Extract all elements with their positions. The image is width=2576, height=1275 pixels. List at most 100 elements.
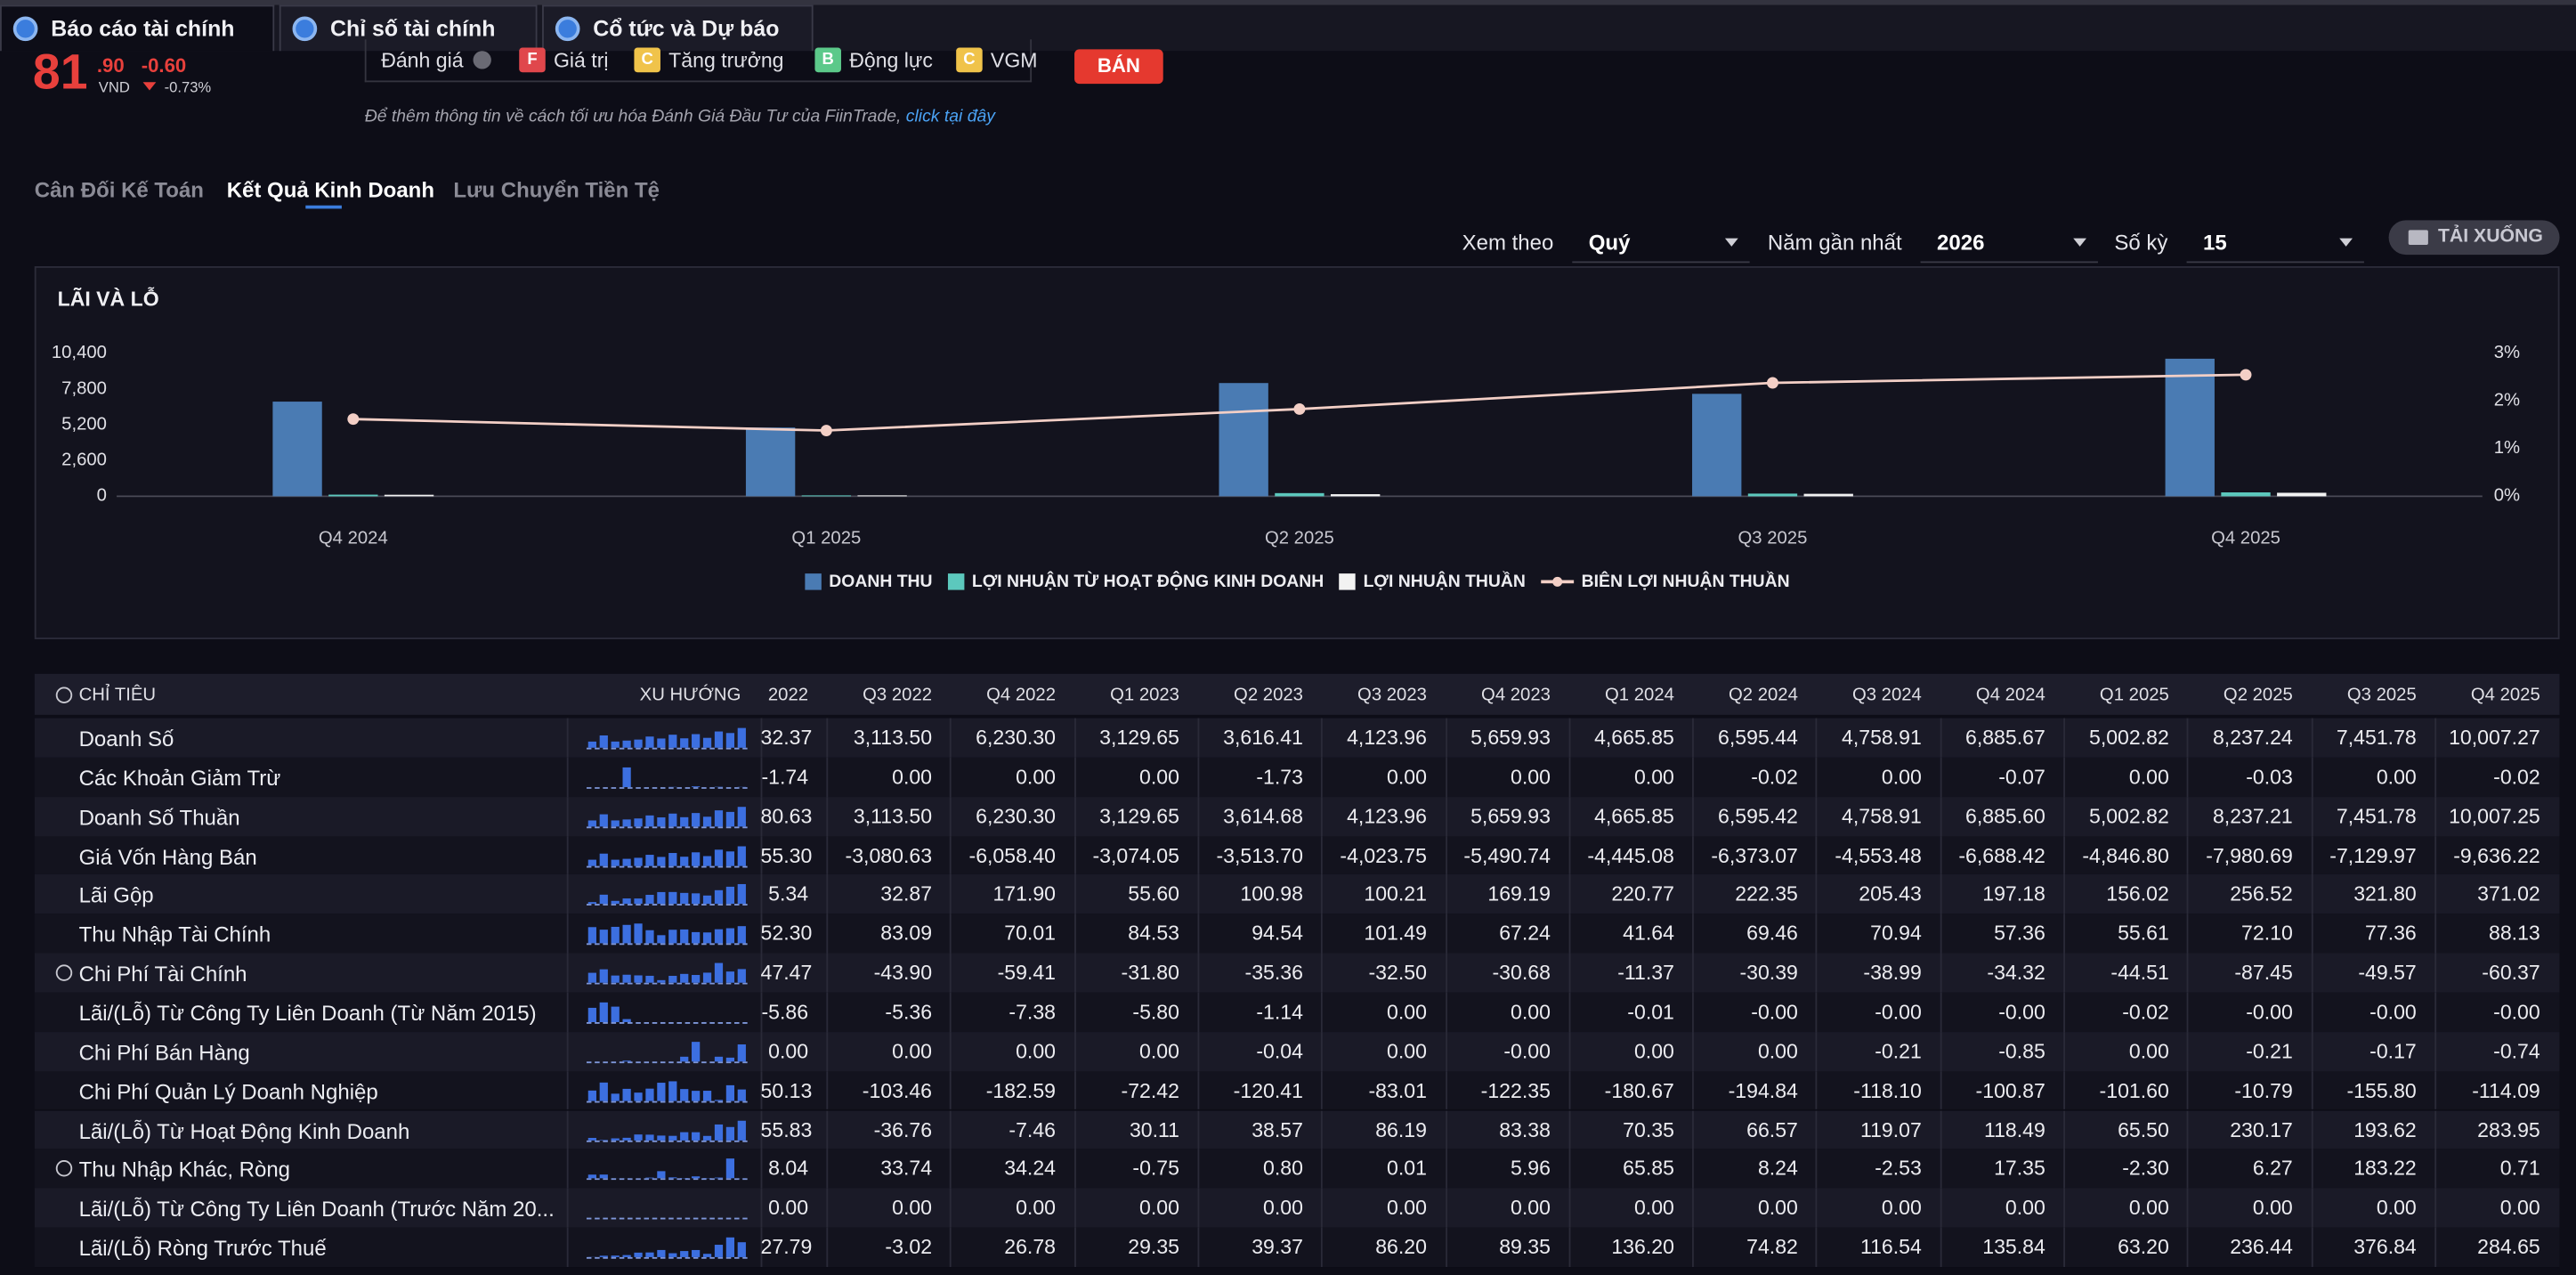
y2-tick-label: 1% bbox=[2494, 438, 2520, 458]
sparkline-bar bbox=[612, 1255, 620, 1257]
sparkline-bar bbox=[623, 858, 631, 865]
sparkline-bar bbox=[600, 1003, 608, 1022]
table-cell: 0.00 bbox=[1321, 1001, 1445, 1024]
table-cell: 118.49 bbox=[1940, 1118, 2063, 1141]
sparkline-bar bbox=[612, 859, 620, 865]
table-cell: -5.86 bbox=[761, 1001, 827, 1024]
table-cell: -7.38 bbox=[950, 1001, 1073, 1024]
table-cell: -38.99 bbox=[1816, 962, 1940, 985]
legend-item[interactable]: LỢI NHUẬN THUẦN bbox=[1339, 569, 1526, 596]
sparkline-bar bbox=[692, 932, 700, 944]
sparkline-bar bbox=[692, 1132, 700, 1140]
table-cell: 5.34 bbox=[761, 883, 827, 906]
table-row: Thu Nhập Khác, Ròng8.0433.7434.24-0.750.… bbox=[35, 1149, 2560, 1189]
row-label: Lãi/(Lỗ) Từ Hoạt Động Kinh Doanh bbox=[79, 1118, 565, 1143]
table-cell: 63.20 bbox=[2063, 1236, 2187, 1259]
table-cell: 230.17 bbox=[2187, 1118, 2311, 1141]
sparkline bbox=[587, 1077, 748, 1104]
table-cell: 80.63 bbox=[761, 805, 827, 828]
expand-icon[interactable] bbox=[56, 965, 72, 981]
sparkline-bar bbox=[738, 927, 746, 944]
sparkline-bar bbox=[738, 885, 746, 905]
table-cell: -35.36 bbox=[1197, 962, 1321, 985]
bar bbox=[1219, 383, 1268, 496]
table-cell: 65.50 bbox=[2063, 1118, 2187, 1141]
sparkline-bar bbox=[612, 1006, 620, 1021]
bar bbox=[802, 495, 851, 496]
table-cell: 0.00 bbox=[2311, 1197, 2434, 1220]
table-cell: 29.35 bbox=[1073, 1236, 1197, 1259]
table-cell: -83.01 bbox=[1321, 1079, 1445, 1102]
cell-divider bbox=[567, 758, 569, 797]
table-cell: 4,123.96 bbox=[1321, 727, 1445, 750]
table-cell: -6,373.07 bbox=[1692, 844, 1816, 867]
table-cell: 283.95 bbox=[2434, 1118, 2558, 1141]
legend-dot bbox=[1551, 577, 1561, 587]
table-cell: 0.00 bbox=[2063, 1197, 2187, 1220]
table-cell: 89.35 bbox=[1445, 1236, 1568, 1259]
legend-item[interactable]: LỢI NHUẬN TỪ HOẠT ĐỘNG KINH DOANH bbox=[947, 569, 1324, 596]
table-cell: -0.01 bbox=[1568, 1001, 1692, 1024]
table-cell: 65.85 bbox=[1568, 1157, 1692, 1181]
sparkline bbox=[587, 842, 748, 869]
header-label: 2022 bbox=[761, 686, 827, 705]
table-cell: -5.80 bbox=[1073, 1001, 1197, 1024]
sparkline-bar bbox=[657, 1082, 665, 1100]
table-cell: 256.52 bbox=[2187, 883, 2311, 906]
y2-tick-label: 2% bbox=[2494, 391, 2520, 410]
row-label: Chi Phí Bán Hàng bbox=[79, 1040, 565, 1065]
table-cell: 0.71 bbox=[2434, 1157, 2558, 1181]
table-cell: 371.02 bbox=[2434, 883, 2558, 906]
table-cell: -7,129.97 bbox=[2311, 844, 2434, 867]
expand-icon[interactable] bbox=[56, 1161, 72, 1177]
sparkline bbox=[587, 1195, 748, 1222]
table-cell: 5,002.82 bbox=[2063, 727, 2187, 750]
legend-label: LỢI NHUẬN THUẦN bbox=[1364, 572, 1526, 591]
row-label: Thu Nhập Tài Chính bbox=[79, 922, 565, 947]
table-cell: 52.30 bbox=[761, 922, 827, 946]
sparkline-bar bbox=[726, 1159, 734, 1179]
table-cell: -43.90 bbox=[826, 962, 950, 985]
table-cell: 6,885.60 bbox=[1940, 805, 2063, 828]
table-cell: 0.00 bbox=[1940, 1197, 2063, 1220]
table-cell: 0.00 bbox=[1321, 1040, 1445, 1063]
sparkline-bar bbox=[612, 927, 620, 943]
y-tick-label: 0 bbox=[97, 486, 107, 506]
table-cell: 3,113.50 bbox=[826, 805, 950, 828]
table-cell: -0.00 bbox=[2434, 1001, 2558, 1024]
table-cell: -0.02 bbox=[2063, 1001, 2187, 1024]
table-cell: 0.00 bbox=[761, 1040, 827, 1063]
sparkline-bar bbox=[726, 971, 734, 983]
header-label: Q2 2023 bbox=[1197, 686, 1321, 705]
table-cell: 0.00 bbox=[826, 1197, 950, 1220]
table-cell: 41.64 bbox=[1568, 922, 1692, 946]
legend-item[interactable]: BIÊN LỢI NHUẬN THUẦN bbox=[1541, 569, 1790, 596]
table-cell: 7,451.78 bbox=[2311, 727, 2434, 750]
table-cell: 222.35 bbox=[1692, 883, 1816, 906]
table-cell: 47.47 bbox=[761, 962, 827, 985]
sparkline-bar bbox=[588, 820, 596, 826]
cell-divider bbox=[567, 954, 569, 993]
sparkline-bar bbox=[623, 1137, 631, 1140]
header-label: Q2 2024 bbox=[1692, 686, 1816, 705]
table-cell: 193.62 bbox=[2311, 1118, 2434, 1141]
sparkline-bar bbox=[703, 738, 711, 748]
x-tick-label: Q3 2025 bbox=[1738, 529, 1808, 548]
table-cell: 3,614.68 bbox=[1197, 805, 1321, 828]
table-row: Chi Phí Bán Hàng0.000.000.000.00-0.040.0… bbox=[35, 1032, 2560, 1071]
sparkline bbox=[587, 881, 748, 908]
sparkline-bar bbox=[680, 1056, 688, 1060]
sparkline bbox=[587, 803, 748, 830]
table-cell: 135.84 bbox=[1940, 1236, 2063, 1259]
sparkline-bar bbox=[680, 1251, 688, 1257]
sparkline-bar bbox=[680, 738, 688, 748]
table-cell: -0.04 bbox=[1197, 1040, 1321, 1063]
cell-divider bbox=[567, 1189, 569, 1228]
table-cell: 86.19 bbox=[1321, 1118, 1445, 1141]
legend-item[interactable]: DOANH THU bbox=[805, 569, 933, 596]
table-cell: -182.59 bbox=[950, 1079, 1073, 1102]
sparkline-bar bbox=[588, 859, 596, 865]
table-cell: 4,758.91 bbox=[1816, 805, 1940, 828]
expand-all-icon[interactable] bbox=[56, 686, 72, 702]
